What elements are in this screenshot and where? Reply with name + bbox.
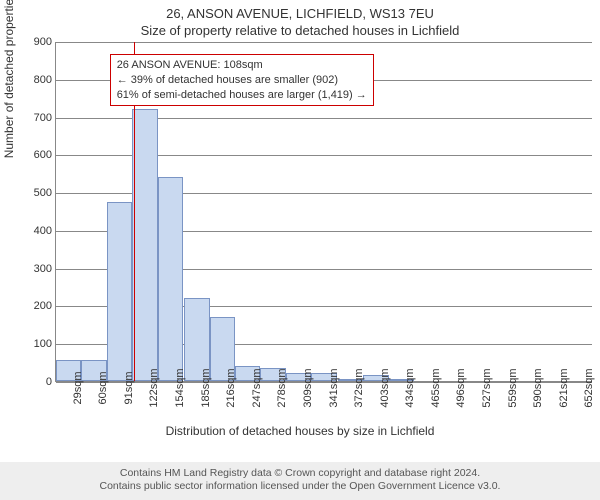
footer-attribution: Contains HM Land Registry data © Crown c… xyxy=(0,462,600,500)
x-tick-label: 60sqm xyxy=(97,371,109,404)
y-tick-label: 100 xyxy=(12,338,52,350)
annotation-callout: 26 ANSON AVENUE: 108sqm← 39% of detached… xyxy=(110,54,374,107)
x-tick-label: 434sqm xyxy=(404,368,416,407)
histogram-bar xyxy=(132,109,157,381)
x-tick-label: 465sqm xyxy=(430,368,442,407)
x-tick-label: 403sqm xyxy=(379,368,391,407)
chart-area: Number of detached properties 26 ANSON A… xyxy=(0,42,600,440)
x-tick-label: 154sqm xyxy=(174,368,186,407)
gridline xyxy=(56,42,592,43)
x-tick-label: 309sqm xyxy=(302,368,314,407)
page-title-line2: Size of property relative to detached ho… xyxy=(0,21,600,42)
footer-line1: Contains HM Land Registry data © Crown c… xyxy=(8,467,592,481)
x-tick-label: 247sqm xyxy=(251,368,263,407)
y-tick-label: 400 xyxy=(12,225,52,237)
x-tick-label: 185sqm xyxy=(200,368,212,407)
y-tick-label: 800 xyxy=(12,74,52,86)
x-tick-label: 91sqm xyxy=(123,371,135,404)
x-tick-label: 216sqm xyxy=(225,368,237,407)
x-tick-label: 341sqm xyxy=(328,368,340,407)
y-tick-label: 900 xyxy=(12,36,52,48)
histogram-bar xyxy=(107,202,132,381)
x-tick-label: 652sqm xyxy=(583,368,595,407)
annotation-line2: ← 39% of detached houses are smaller (90… xyxy=(117,73,367,88)
y-tick-label: 0 xyxy=(12,376,52,388)
y-tick-label: 700 xyxy=(12,112,52,124)
x-tick-label: 527sqm xyxy=(481,368,493,407)
x-tick-label: 621sqm xyxy=(558,368,570,407)
plot-region: 26 ANSON AVENUE: 108sqm← 39% of detached… xyxy=(55,42,592,382)
x-tick-label: 590sqm xyxy=(532,368,544,407)
histogram-bar xyxy=(158,177,183,381)
annotation-line1: 26 ANSON AVENUE: 108sqm xyxy=(117,58,367,73)
x-tick-label: 496sqm xyxy=(455,368,467,407)
y-tick-label: 300 xyxy=(12,263,52,275)
annotation-line3: 61% of semi-detached houses are larger (… xyxy=(117,88,367,103)
x-tick-label: 29sqm xyxy=(72,371,84,404)
x-tick-label: 122sqm xyxy=(148,368,160,407)
x-axis-title: Distribution of detached houses by size … xyxy=(0,424,600,438)
x-tick-label: 372sqm xyxy=(353,368,365,407)
y-tick-label: 500 xyxy=(12,187,52,199)
y-tick-label: 200 xyxy=(12,300,52,312)
page-title-line1: 26, ANSON AVENUE, LICHFIELD, WS13 7EU xyxy=(0,0,600,21)
x-tick-label: 559sqm xyxy=(507,368,519,407)
footer-line2: Contains public sector information licen… xyxy=(8,480,592,494)
y-tick-label: 600 xyxy=(12,149,52,161)
x-tick-label: 278sqm xyxy=(276,368,288,407)
